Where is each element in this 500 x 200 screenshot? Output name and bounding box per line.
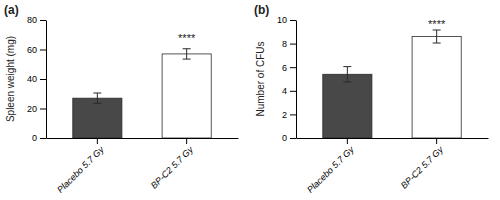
y-tick-label: 0 xyxy=(282,133,287,143)
y-tick-mark xyxy=(290,114,296,115)
y-axis-title: Spleen weight (mg) xyxy=(5,36,16,122)
x-tick: Placebo 5.7 Gy xyxy=(55,138,106,195)
y-tick-mark xyxy=(290,91,296,92)
error-bar-stem xyxy=(347,67,348,82)
y-tick: 8 xyxy=(282,39,296,49)
panel: 0 2 4 6 8 10 Placebo 5.7 Gy BP-C2 5.7 Gy Number … xyxy=(254,3,489,195)
y-tick-mark xyxy=(290,138,296,139)
y-axis: 0 2 4 6 8 10 xyxy=(277,15,297,143)
error-bar-cap xyxy=(433,30,441,31)
x-tick-mark xyxy=(436,138,437,144)
error-bar-cap xyxy=(93,93,101,94)
y-axis: 0 20 40 60 80 xyxy=(27,15,47,143)
x-tick-mark xyxy=(186,138,187,144)
y-tick-label: 2 xyxy=(282,110,287,120)
y-tick-label: 10 xyxy=(277,15,287,25)
figure: 020406080Placebo 5.7 GyBP-C2 5.7 GySplee… xyxy=(0,0,500,200)
x-tick-label: Placebo 5.7 Gy xyxy=(305,144,356,195)
error-bar-stem xyxy=(97,93,98,103)
y-tick: 2 xyxy=(282,110,296,120)
error-bar-cap xyxy=(183,59,191,60)
error-bar-cap xyxy=(343,66,351,67)
y-tick: 40 xyxy=(27,74,46,84)
y-tick: 80 xyxy=(27,15,46,25)
y-axis-title: Number of CFUs xyxy=(255,41,266,116)
panel: 0 20 40 60 80 Placebo 5.7 Gy BP-C2 5.7 Gy Splee… xyxy=(4,3,239,195)
x-axis: Placebo 5.7 Gy BP-C2 5.7 Gy xyxy=(47,138,239,195)
error-bar xyxy=(183,49,191,59)
error-bar-cap xyxy=(343,81,351,82)
y-tick-label: 8 xyxy=(282,39,287,49)
x-tick-label: BP-C2 5.7 Gy xyxy=(399,144,446,191)
error-bar xyxy=(433,30,441,43)
panel-label: (b) xyxy=(254,3,269,17)
y-tick-mark xyxy=(290,20,296,21)
error-bar-cap xyxy=(93,103,101,104)
x-tick: Placebo 5.7 Gy xyxy=(305,138,356,195)
y-axis-line xyxy=(46,21,47,139)
y-tick: 6 xyxy=(282,63,296,73)
y-tick: 20 xyxy=(27,104,46,114)
y-tick-mark xyxy=(40,50,46,51)
panel-label: (a) xyxy=(4,3,19,17)
y-tick-mark xyxy=(40,109,46,110)
error-bar-stem xyxy=(436,30,437,43)
error-bar xyxy=(93,93,101,103)
bar xyxy=(162,54,211,138)
y-tick-mark xyxy=(40,79,46,80)
x-tick: BP-C2 5.7 Gy xyxy=(149,138,196,191)
y-tick-mark xyxy=(290,67,296,68)
x-tick-mark xyxy=(97,138,98,144)
x-axis: Placebo 5.7 Gy BP-C2 5.7 Gy xyxy=(297,138,489,195)
y-tick-label: 0 xyxy=(32,133,37,143)
y-tick-label: 4 xyxy=(282,86,287,96)
x-axis-line xyxy=(47,138,239,139)
y-tick-label: 40 xyxy=(27,74,37,84)
y-tick: 0 xyxy=(32,133,46,143)
error-bar-stem xyxy=(186,49,187,59)
y-tick: 4 xyxy=(282,86,296,96)
plot-area xyxy=(73,49,211,138)
bar xyxy=(73,98,122,138)
y-tick: 60 xyxy=(27,45,46,55)
bar xyxy=(323,74,372,138)
significance-label: **** xyxy=(428,18,446,30)
x-tick-label: BP-C2 5.7 Gy xyxy=(149,144,196,191)
x-tick-mark xyxy=(347,138,348,144)
bar xyxy=(412,37,461,138)
y-tick-label: 60 xyxy=(27,45,37,55)
x-axis-line xyxy=(297,138,489,139)
y-tick-mark xyxy=(290,44,296,45)
x-tick-label: Placebo 5.7 Gy xyxy=(55,144,106,195)
significance-label: **** xyxy=(178,32,196,44)
y-tick-mark xyxy=(40,20,46,21)
y-tick-label: 80 xyxy=(27,15,37,25)
x-tick: BP-C2 5.7 Gy xyxy=(399,138,446,191)
y-axis-line xyxy=(296,21,297,139)
y-tick-mark xyxy=(40,138,46,139)
y-tick-label: 6 xyxy=(282,63,287,73)
y-tick-label: 20 xyxy=(27,104,37,114)
plot-area xyxy=(323,30,461,138)
error-bar xyxy=(343,67,351,82)
error-bar-cap xyxy=(433,43,441,44)
error-bar-cap xyxy=(183,48,191,49)
y-tick: 0 xyxy=(282,133,296,143)
y-tick: 10 xyxy=(277,15,296,25)
